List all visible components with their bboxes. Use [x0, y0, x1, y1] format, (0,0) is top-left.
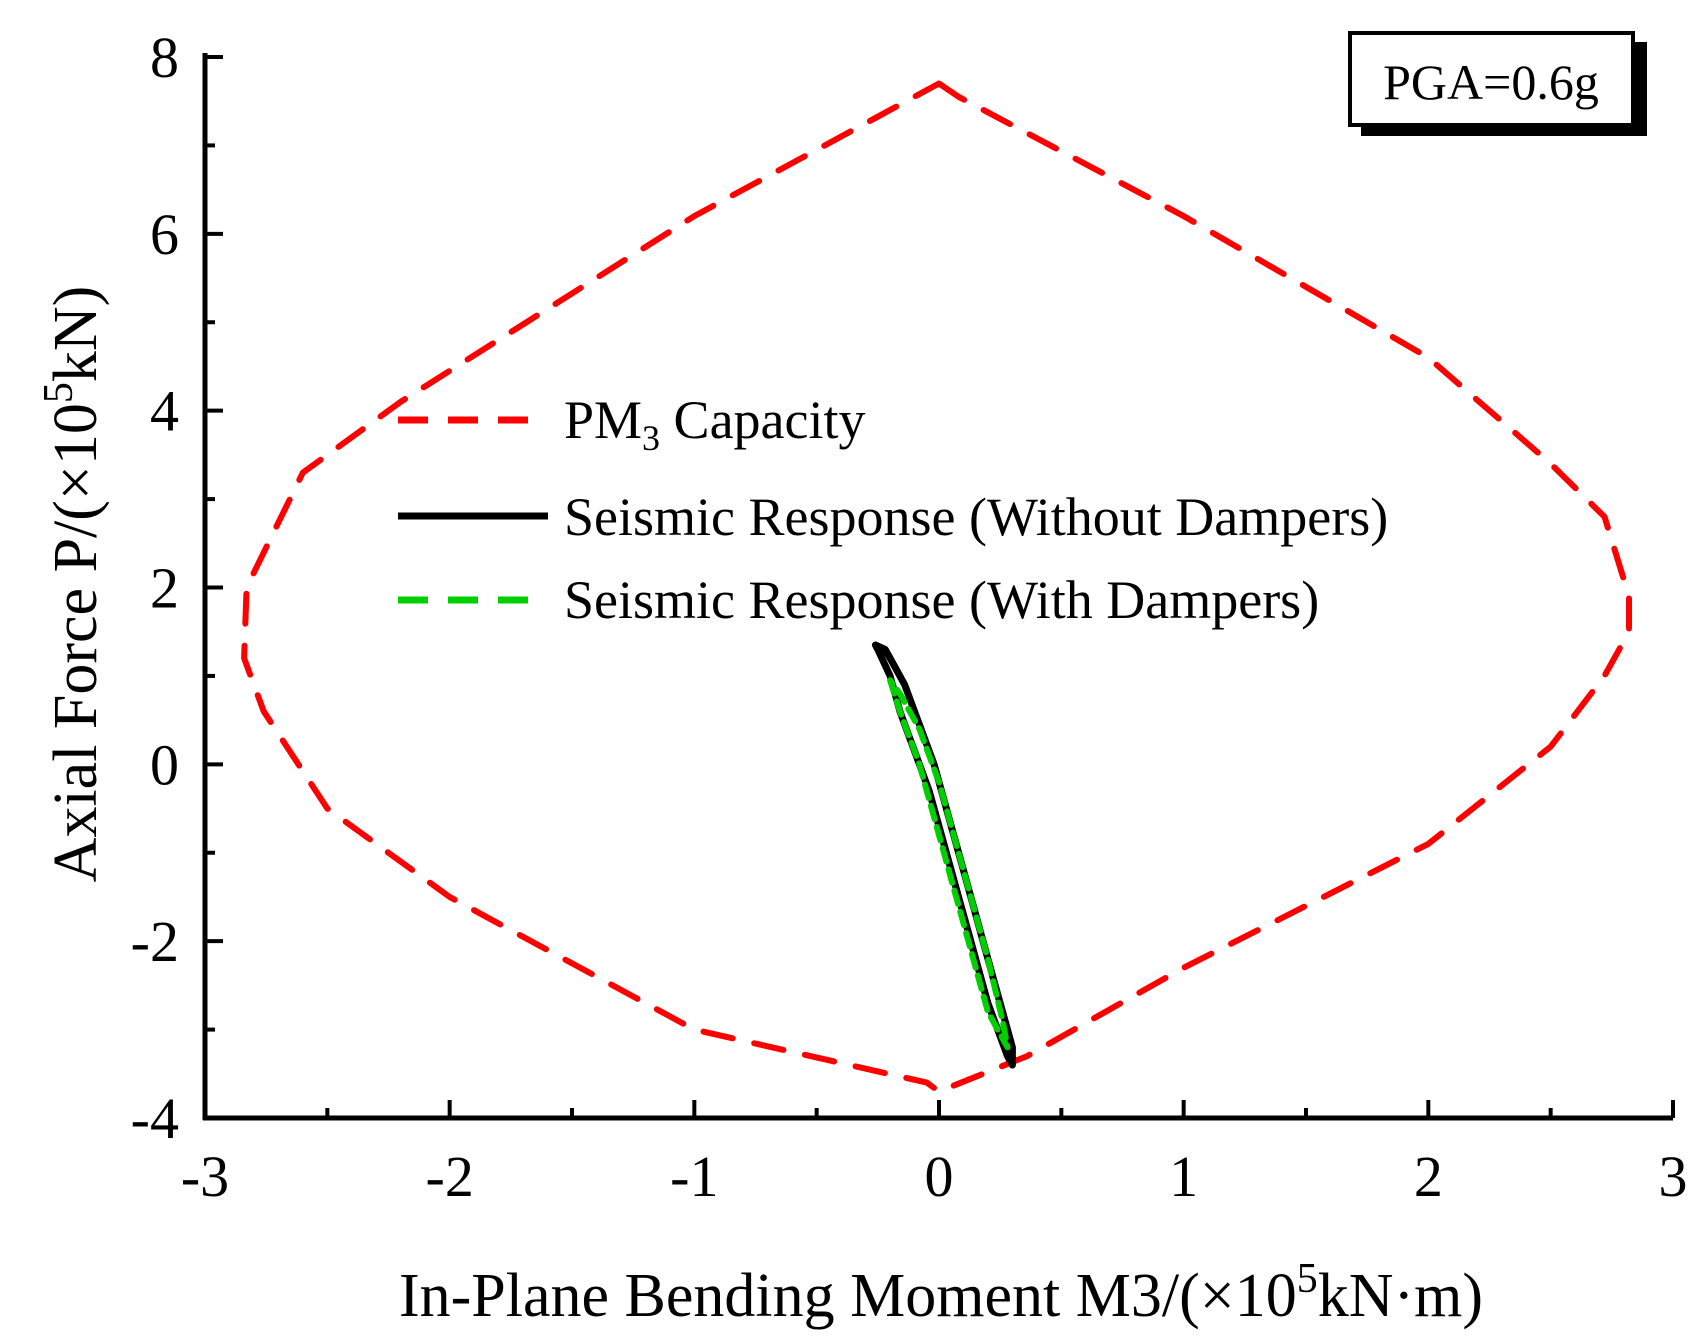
y-tick-label: 4	[150, 379, 179, 444]
x-axis-title-sup: 5	[1297, 1256, 1318, 1302]
y-axis-title-suffix: kN)	[42, 286, 110, 382]
x-axis-title-prefix: In-Plane Bending Moment M3/(×10	[399, 1262, 1297, 1330]
legend-label-with-dampers: Seismic Response (With Dampers)	[564, 570, 1319, 630]
x-axis-title: In-Plane Bending Moment M3/(×105kN·m)	[399, 1256, 1483, 1330]
legend-label-without-dampers: Seismic Response (Without Dampers)	[564, 487, 1388, 547]
x-tick-label: -2	[426, 1144, 474, 1209]
x-axis-title-suffix: kN·m)	[1318, 1262, 1483, 1330]
series-pm3-capacity	[241, 80, 1632, 1095]
x-tick-label: 0	[925, 1144, 954, 1209]
annotation-box: PGA=0.6g	[1348, 31, 1647, 136]
y-tick-label: -2	[131, 909, 179, 974]
legend-capacity-sub: 3	[642, 418, 660, 458]
x-tick-label: -1	[670, 1144, 718, 1209]
annotation-frame	[1348, 31, 1635, 127]
y-tick-label: 8	[150, 25, 179, 90]
y-tick-label: 0	[150, 732, 179, 797]
y-tick-label: -4	[131, 1086, 179, 1151]
legend-label-capacity: PM3 Capacity	[564, 390, 865, 458]
series-with-dampers	[887, 677, 1011, 1051]
x-tick-label: 3	[1659, 1144, 1688, 1209]
ticks: -3 -2 -1 0 1 2 3 -4 -2 0 2 4 6 8	[131, 25, 1688, 1209]
annotation-text: PGA=0.6g	[1383, 54, 1599, 110]
y-tick-label: 2	[150, 556, 179, 621]
x-tick-label: 1	[1169, 1144, 1198, 1209]
y-axis-title-sup: 5	[36, 382, 82, 403]
legend: PM3 Capacity Seismic Response (Without D…	[398, 390, 1388, 630]
legend-capacity-rest: Capacity	[660, 390, 865, 450]
series-layer	[241, 80, 1632, 1095]
y-axis-title: Axial Force P/(×105kN)	[36, 286, 110, 883]
x-tick-label: -3	[181, 1144, 229, 1209]
x-tick-label: 2	[1414, 1144, 1443, 1209]
y-tick-label: 6	[150, 202, 179, 267]
y-axis-title-prefix: Axial Force P/(×10	[42, 403, 110, 882]
legend-capacity-main: PM	[564, 390, 642, 450]
